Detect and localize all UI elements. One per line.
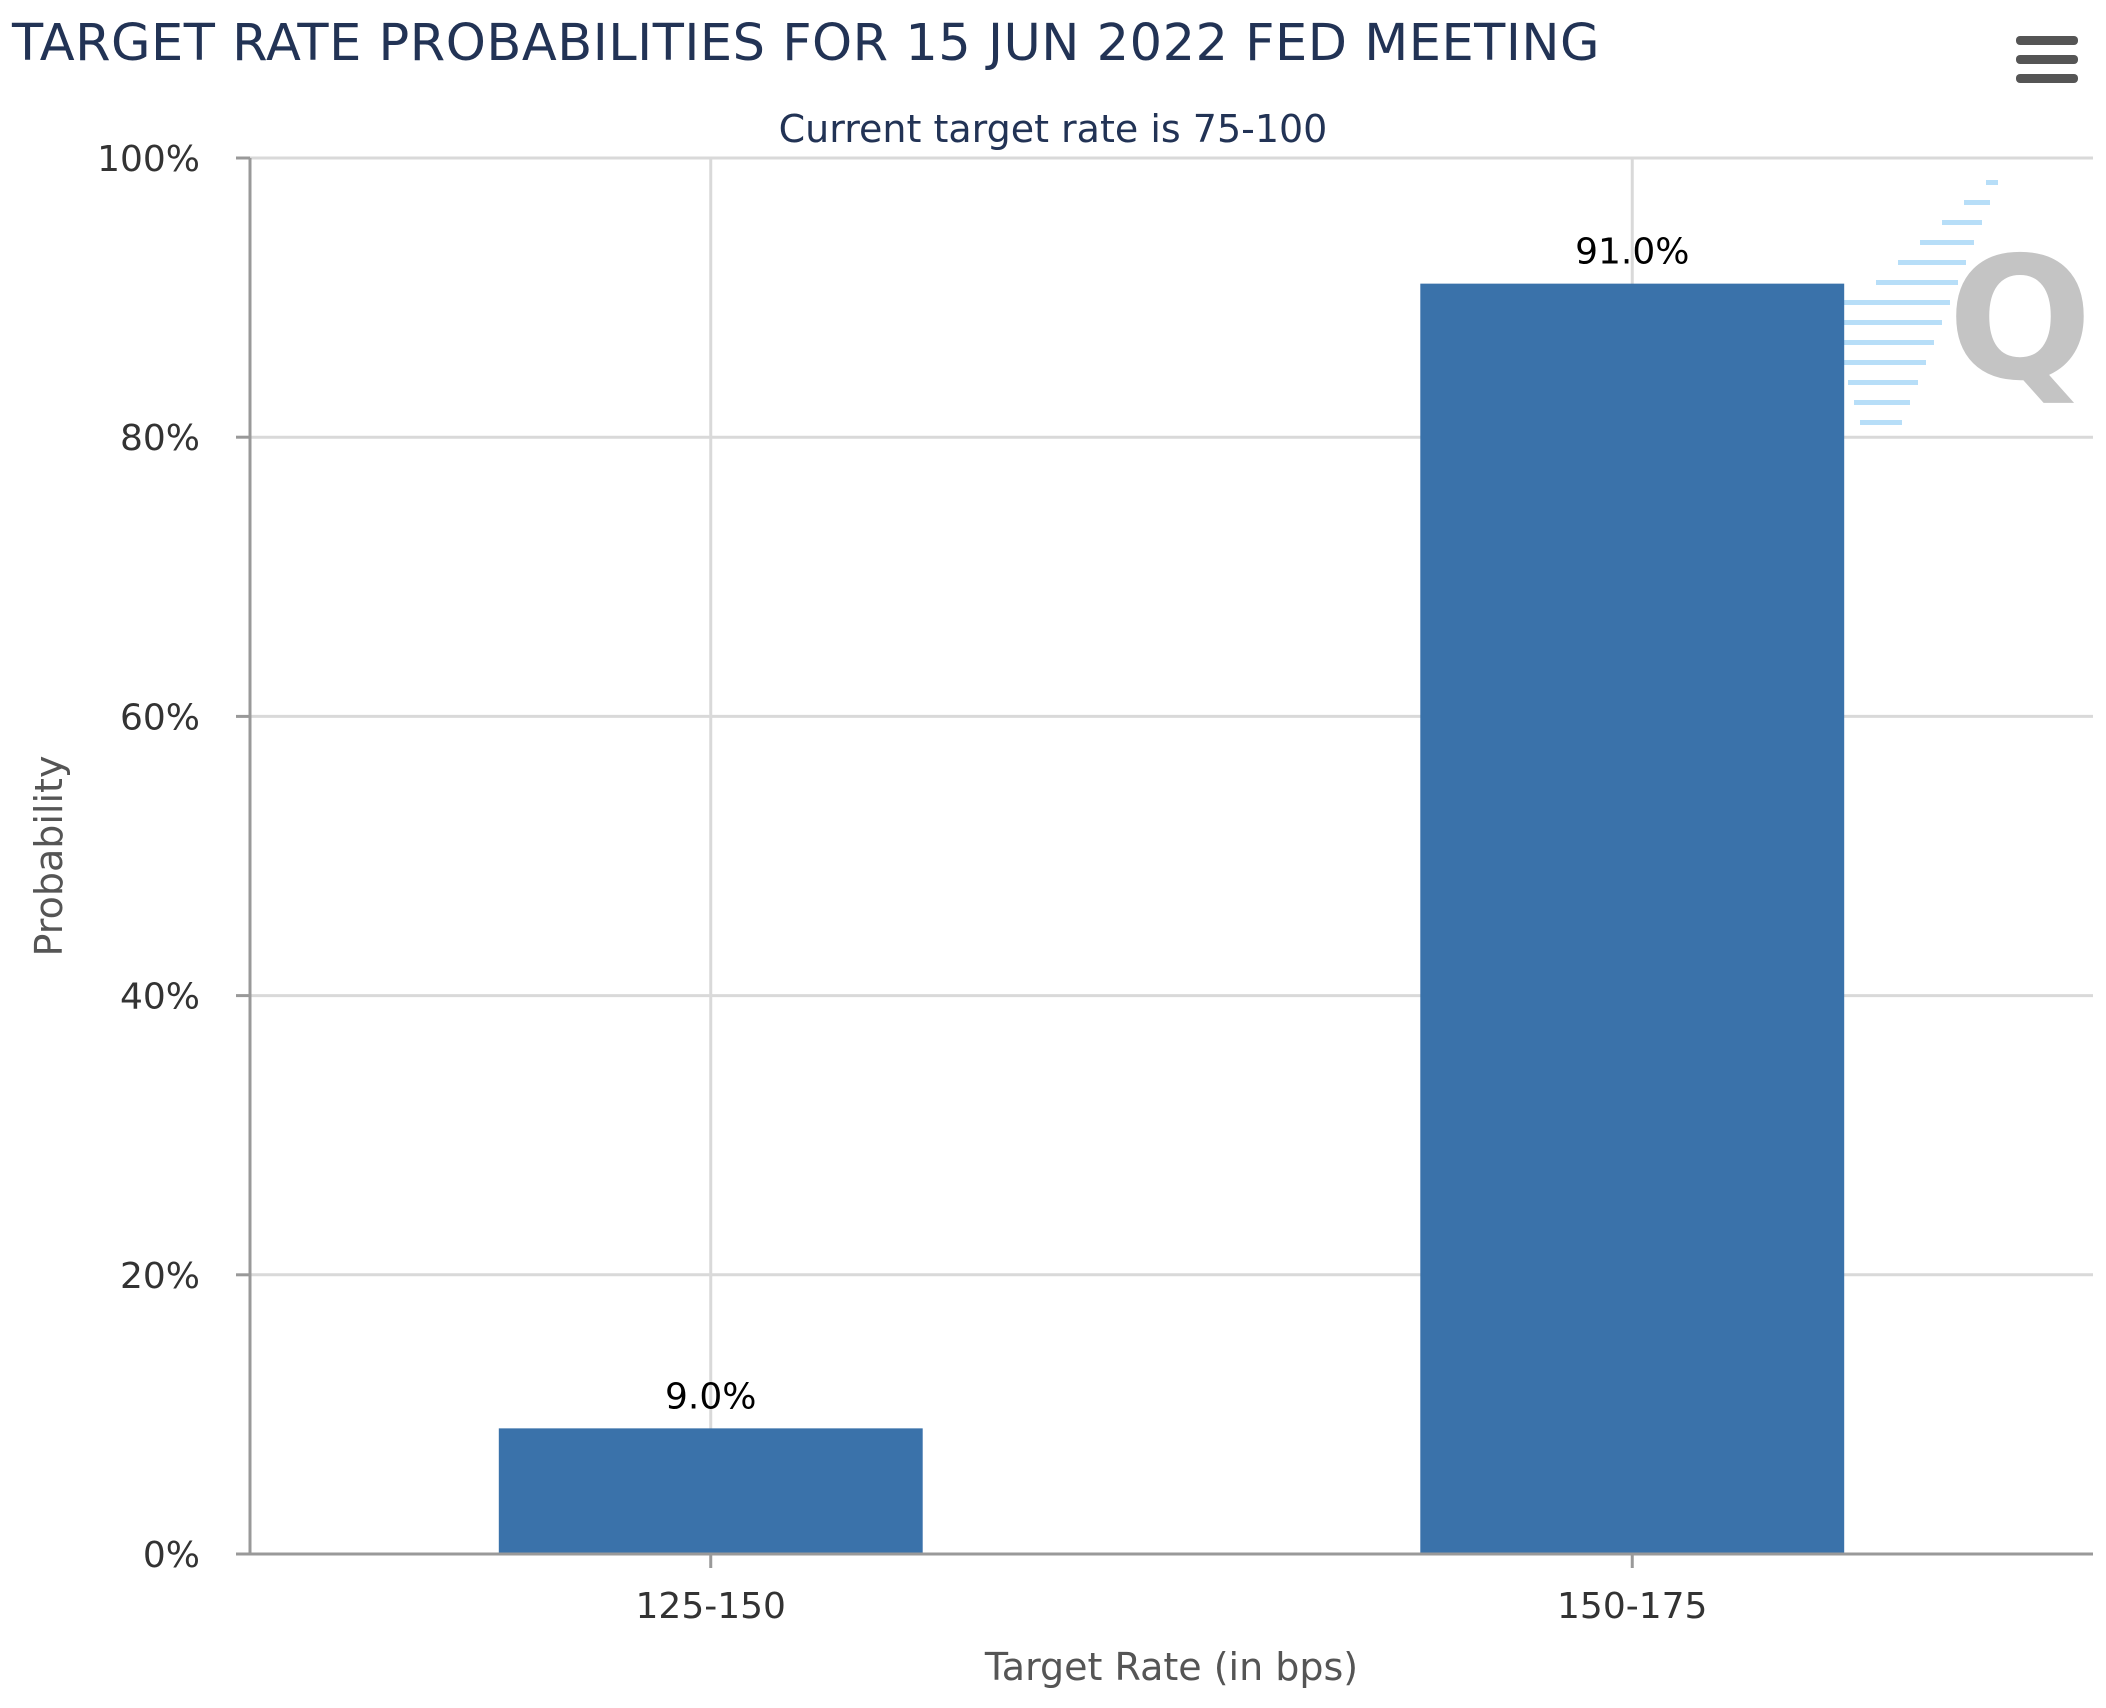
- y-tick-label: 0%: [143, 1535, 200, 1576]
- axes: [236, 156, 2093, 1568]
- chart-title: TARGET RATE PROBABILITIES FOR 15 JUN 202…: [12, 14, 1601, 73]
- y-tick-label: 20%: [120, 1256, 200, 1297]
- menu-bar-line: [2016, 55, 2078, 64]
- watermark-stripe: [1824, 300, 1950, 305]
- watermark-stripe: [1898, 260, 1966, 265]
- watermark-stripe: [1860, 420, 1902, 425]
- watermark-stripe: [1920, 240, 1974, 245]
- watermark-stripe: [1964, 200, 1990, 205]
- watermark-stripe: [1986, 180, 1998, 185]
- y-axis-label: Probability: [27, 756, 71, 957]
- x-axis-label: Target Rate (in bps): [984, 1645, 1358, 1689]
- watermark-logo: Q: [1824, 180, 2092, 425]
- data-labels: 9.0% 91.0%: [665, 232, 1689, 1418]
- x-tick-label: 125-150: [636, 1586, 786, 1627]
- watermark-letter: Q: [1948, 221, 2093, 419]
- bar-150-175: [1420, 283, 1845, 1554]
- hamburger-menu-icon[interactable]: [2016, 36, 2078, 88]
- watermark-stripes: [1824, 180, 1998, 425]
- y-tick-label: 40%: [120, 977, 200, 1018]
- y-tick-label: 100%: [97, 139, 200, 180]
- watermark-stripe: [1830, 320, 1942, 325]
- bars: [498, 283, 1845, 1554]
- menu-bar-line: [2016, 74, 2078, 83]
- menu-bar-line: [2016, 36, 2078, 45]
- x-tick-label: 150-175: [1557, 1586, 1707, 1627]
- bar-125-150: [498, 1428, 923, 1554]
- data-label: 9.0%: [665, 1376, 756, 1417]
- y-tick-label: 60%: [120, 697, 200, 738]
- watermark-stripe: [1876, 280, 1958, 285]
- watermark-stripe: [1854, 400, 1910, 405]
- x-tick-labels: 125-150 150-175: [636, 1586, 1708, 1627]
- y-tick-labels: 0% 20% 40% 60% 80% 100%: [97, 139, 200, 1576]
- y-tick-label: 80%: [120, 418, 200, 459]
- watermark-stripe: [1842, 360, 1926, 365]
- watermark-stripe: [1836, 340, 1934, 345]
- chart-subtitle: Current target rate is 75-100: [778, 107, 1328, 151]
- watermark-stripe: [1848, 380, 1918, 385]
- data-label: 91.0%: [1575, 232, 1689, 273]
- watermark-stripe: [1942, 220, 1982, 225]
